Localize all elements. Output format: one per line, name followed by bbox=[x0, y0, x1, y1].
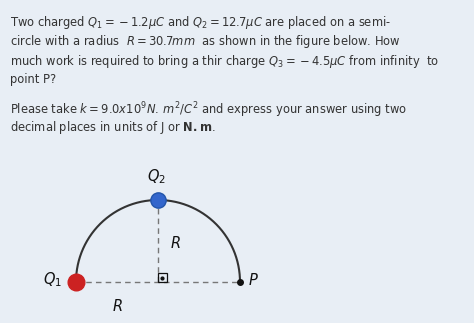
Text: $P$: $P$ bbox=[248, 272, 259, 288]
Text: $R$: $R$ bbox=[170, 235, 181, 251]
Text: $Q_1$: $Q_1$ bbox=[43, 271, 62, 289]
Text: point P?: point P? bbox=[10, 72, 56, 86]
Bar bbox=[158, 273, 167, 282]
Text: $R$: $R$ bbox=[111, 298, 122, 314]
Text: circle with a radius  $R = 30.7mm$  as shown in the figure below. How: circle with a radius $R = 30.7mm$ as sho… bbox=[10, 34, 401, 50]
Text: Two charged $Q_1 = -1.2\mu C$ and $Q_2 = 12.7\mu C$ are placed on a semi-: Two charged $Q_1 = -1.2\mu C$ and $Q_2 =… bbox=[10, 14, 391, 31]
Text: $Q_2$: $Q_2$ bbox=[146, 167, 165, 186]
Text: decimal places in units of J or $\mathbf{N.m}$.: decimal places in units of J or $\mathbf… bbox=[10, 120, 216, 137]
Text: much work is required to bring a thir charge $Q_3 = -4.5\mu C$ from infinity  to: much work is required to bring a thir ch… bbox=[10, 53, 439, 70]
Text: Please take $k = 9.0x10^9 N.\, m^2/C^2$ and express your answer using two: Please take $k = 9.0x10^9 N.\, m^2/C^2$ … bbox=[10, 100, 407, 120]
